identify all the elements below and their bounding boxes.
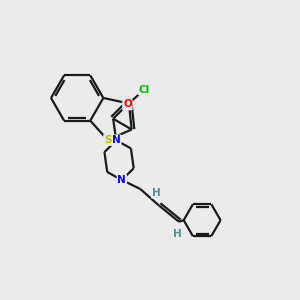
Text: O: O (123, 100, 132, 110)
Text: S: S (104, 135, 112, 145)
Text: H: H (173, 229, 182, 239)
Text: N: N (112, 135, 121, 145)
Text: N: N (118, 175, 126, 185)
Text: Cl: Cl (139, 85, 150, 94)
Text: H: H (152, 188, 161, 198)
